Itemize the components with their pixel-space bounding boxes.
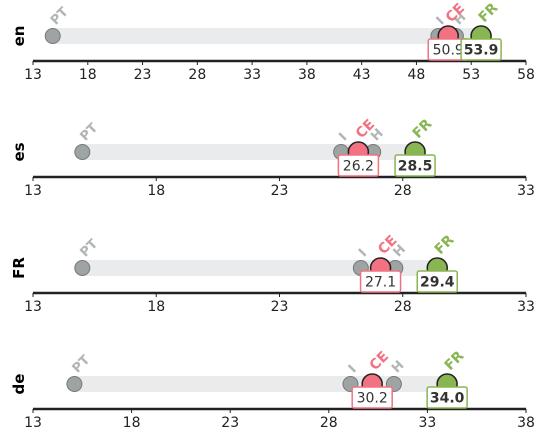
dot-pt [44,28,61,44]
x-tick-label: 23 [271,183,289,199]
panel-label: FR [10,257,28,279]
x-tick-label: 33 [517,183,535,199]
dot-pt [74,144,91,160]
x-tick-label: 13 [24,67,42,83]
dot-pt [66,376,83,392]
x-tick-label: 43 [353,67,371,83]
value-box-fr [460,38,502,61]
panel-label: de [10,374,28,395]
value-label-fr: 53.9 [464,43,499,59]
x-tick-label: 38 [298,67,316,83]
value-label-fr: 34.0 [430,391,465,407]
point-label-ce: CE [367,348,392,373]
range-band [82,144,416,160]
point-label-fr: FR [442,348,468,374]
x-tick-label: 23 [221,415,239,431]
x-tick-label: 48 [408,67,426,83]
point-label-fr: FR [476,0,502,26]
point-label-pt: PT [48,5,72,29]
value-label-ce: 26.2 [343,159,374,175]
value-label-fr: 29.4 [420,275,455,291]
x-tick-label: 33 [418,415,436,431]
value-box-ce [337,154,380,177]
x-tick-label: 28 [394,183,412,199]
value-box-ce [359,270,402,293]
point-label-i: I [356,246,370,260]
value-label-ce: 50.9 [433,43,464,59]
point-label-i: I [346,362,360,376]
panel-label: es [10,142,28,161]
point-label-pt: PT [78,121,102,145]
x-tick-label: 18 [147,299,165,315]
x-tick-label: 18 [147,183,165,199]
range-band [52,28,482,44]
dot-pt [74,260,91,276]
x-tick-label: 13 [24,299,42,315]
x-tick-label: 18 [79,67,97,83]
x-tick-label: 58 [517,67,535,83]
point-label-pt: PT [70,353,94,377]
value-label-ce: 27.1 [365,275,396,291]
value-box-fr [394,154,436,177]
x-tick-label: 53 [462,67,480,83]
x-tick-label: 23 [271,299,289,315]
x-tick-label: 28 [320,415,338,431]
value-label-ce: 30.2 [357,391,388,407]
value-label-fr: 28.5 [398,159,433,175]
range-band [82,260,438,276]
x-tick-label: 33 [243,67,261,83]
x-tick-label: 23 [134,67,152,83]
value-box-fr [426,386,468,409]
x-tick-label: 28 [188,67,206,83]
point-label-pt: PT [78,237,102,261]
point-label-fr: FR [432,232,458,258]
x-tick-label: 28 [394,299,412,315]
x-tick-label: 13 [24,183,42,199]
value-box-fr [416,270,459,293]
x-tick-label: 38 [517,415,535,431]
value-box-ce [351,386,393,409]
x-tick-label: 18 [123,415,141,431]
x-tick-label: 33 [517,299,535,315]
x-tick-label: 13 [24,415,42,431]
panel-label: en [10,26,28,47]
point-label-h: H [389,358,407,376]
point-label-i: I [336,130,350,144]
point-label-fr: FR [410,116,436,142]
